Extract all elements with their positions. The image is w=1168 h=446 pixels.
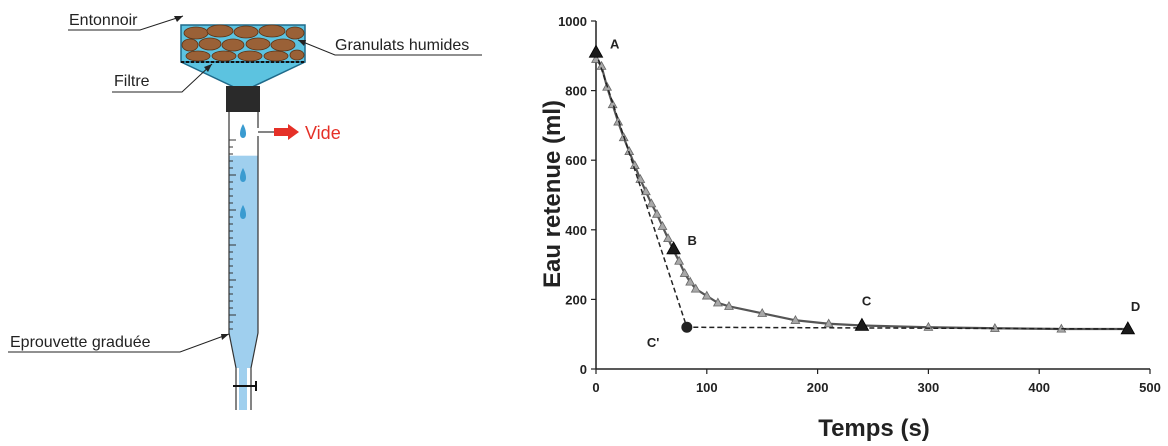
key-point-label: C — [862, 294, 872, 309]
leader-arrowhead — [221, 334, 229, 340]
construction-line — [595, 52, 1128, 330]
data-point-marker — [651, 208, 662, 218]
x-tick-label: 300 — [918, 380, 940, 395]
data-point-marker — [635, 174, 646, 183]
data-point-marker — [712, 297, 723, 307]
water-drop — [240, 168, 246, 182]
data-point-marker — [757, 308, 768, 317]
cylinder-water-cone — [229, 333, 258, 368]
y-tick-label: 800 — [565, 84, 587, 99]
granulate — [237, 50, 263, 62]
label-eprouvette: Eprouvette graduée — [10, 334, 151, 351]
x-tick-label: 0 — [592, 380, 599, 395]
data-point-marker — [663, 233, 673, 243]
x-tick-label: 400 — [1028, 380, 1050, 395]
data-point-marker — [674, 255, 685, 265]
leader-granulats — [297, 39, 482, 56]
granulate — [181, 38, 199, 52]
data-point-marker — [823, 318, 834, 328]
cylinder-wall — [228, 112, 259, 410]
leader-eprouvette — [8, 333, 230, 353]
x-axis-title: Temps (s) — [818, 415, 930, 441]
leader-arrowhead — [174, 16, 183, 22]
water-drop — [240, 124, 246, 138]
granulate — [258, 24, 286, 38]
x-tick-label: 200 — [807, 380, 829, 395]
data-point-marker — [646, 198, 657, 208]
y-tick-label: 200 — [565, 292, 587, 307]
y-tick-label: 400 — [565, 223, 587, 238]
granulate — [185, 50, 211, 62]
label-granulats: Granulats humides — [335, 37, 469, 54]
label-vide: Vide — [305, 123, 341, 143]
graduated-cylinder — [228, 112, 259, 410]
axes: 0 100 200 300 400 500 0 200 400 600 800 1000 — [558, 14, 1161, 395]
data-point-marker — [701, 290, 712, 300]
data-point-marker — [679, 267, 690, 277]
y-axis-title: Eau retenue (ml) — [539, 100, 566, 288]
leader-filtre — [112, 63, 213, 93]
granulate — [198, 37, 222, 51]
label-filtre: Filtre — [114, 73, 150, 90]
key-point-label: B — [688, 233, 697, 248]
data-point-marker — [989, 322, 1000, 332]
key-point-marker — [1120, 321, 1136, 335]
vacuum-arrow-head — [274, 124, 299, 140]
stopper — [226, 86, 260, 112]
vacuum-arrow — [258, 124, 299, 140]
granulate — [245, 37, 271, 51]
key-point-label: A — [610, 36, 620, 51]
leader-arrowhead — [204, 64, 212, 72]
data-point-marker — [640, 186, 651, 196]
drainage-curve — [595, 58, 1128, 331]
granulate — [206, 24, 234, 38]
water-drops — [240, 124, 246, 219]
water-drop — [240, 205, 246, 219]
graduation-ticks — [229, 139, 236, 330]
granulate — [289, 49, 305, 61]
series-group — [591, 52, 1133, 333]
granulate — [263, 50, 289, 62]
cylinder-water — [229, 155, 258, 333]
key-point-marker — [854, 317, 870, 331]
data-point-marker — [607, 99, 618, 109]
y-tick-label: 0 — [580, 362, 587, 377]
granulate — [285, 26, 305, 40]
leader-arrowhead — [298, 40, 306, 46]
granulate — [211, 50, 237, 62]
x-tick-label: 500 — [1139, 380, 1161, 395]
data-point-marker — [657, 221, 668, 230]
key-points: A B C D C' — [588, 36, 1140, 350]
key-point-marker — [666, 241, 681, 255]
filtration-apparatus-diagram: Entonnoir Granulats humides Filtre Vide … — [0, 0, 500, 441]
granulate — [183, 26, 209, 40]
data-point-marker — [790, 314, 801, 324]
data-point-marker — [724, 301, 734, 310]
leader-entonnoir — [68, 15, 184, 31]
label-entonnoir: Entonnoir — [69, 12, 138, 29]
key-point-label: C' — [647, 335, 659, 350]
granulate — [221, 38, 245, 52]
granulate — [270, 38, 296, 52]
key-point-label: D — [1131, 299, 1140, 314]
data-point-marker — [685, 276, 696, 286]
apparatus-svg: Entonnoir Granulats humides Filtre Vide … — [8, 12, 482, 410]
chart-svg: 0 100 200 300 400 500 0 200 400 600 800 1000 A B C D C'… — [539, 14, 1161, 442]
y-tick-label: 1000 — [558, 14, 587, 29]
y-tick-label: 600 — [565, 153, 587, 168]
drainage-chart: 0 100 200 300 400 500 0 200 400 600 800 1000 A B C D C'… — [500, 0, 1168, 442]
data-point-marker — [690, 283, 701, 293]
wet-granulates — [181, 24, 305, 62]
x-tick-label: 100 — [696, 380, 718, 395]
key-point-marker — [681, 321, 693, 333]
outlet-water — [239, 368, 247, 410]
granulate — [233, 25, 259, 39]
key-point-marker — [588, 44, 604, 58]
